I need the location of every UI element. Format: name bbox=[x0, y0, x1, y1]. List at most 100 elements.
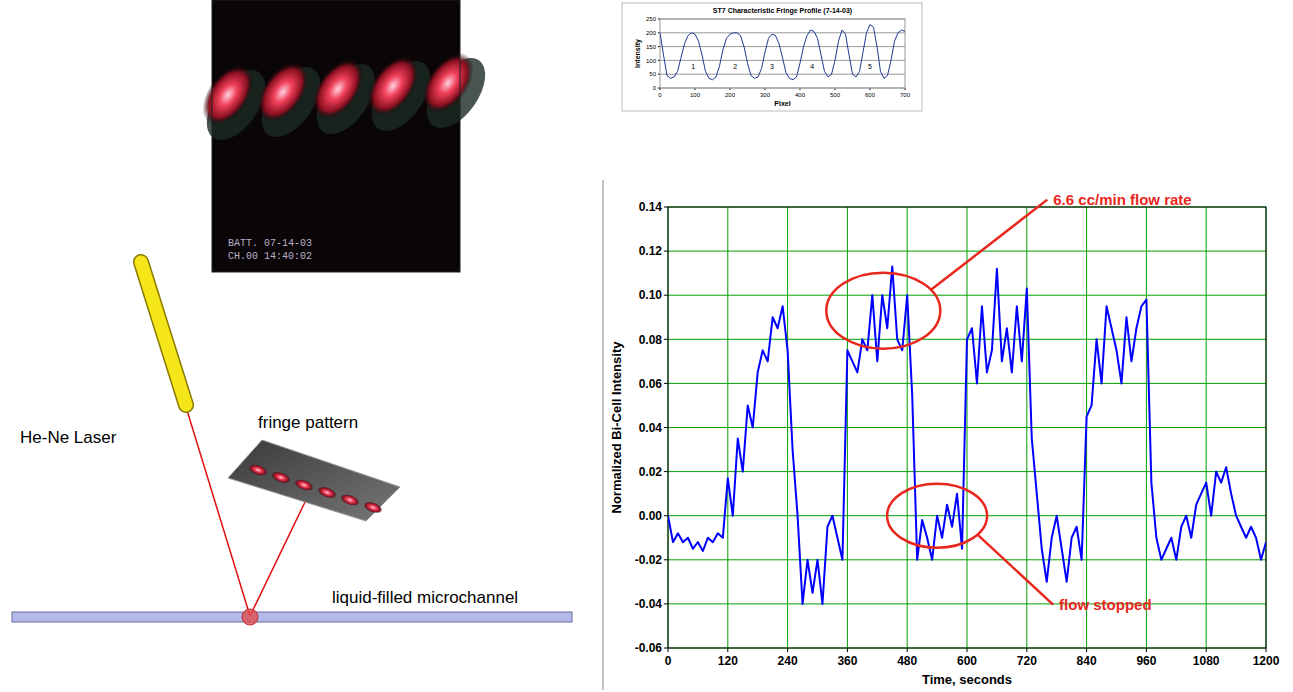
grid-line bbox=[668, 603, 1266, 604]
label: fringe pattern bbox=[258, 413, 358, 432]
tick-label: 960 bbox=[1136, 654, 1156, 668]
axis-title: Normalized Bi-Cell Intensity bbox=[609, 341, 624, 514]
plot-area bbox=[660, 25, 905, 80]
annotation: 1 bbox=[691, 63, 695, 70]
tick bbox=[1206, 648, 1207, 652]
tick-label: 1080 bbox=[1193, 654, 1220, 668]
grid-line bbox=[660, 46, 905, 47]
tick-label: 250 bbox=[646, 16, 657, 22]
annotation: 3 bbox=[770, 63, 774, 70]
grid-line bbox=[668, 251, 1266, 252]
tick-label: 720 bbox=[1017, 654, 1037, 668]
fringe-spot bbox=[247, 53, 319, 132]
fringe-spot bbox=[412, 44, 484, 123]
fringe-card bbox=[228, 440, 400, 521]
tick bbox=[664, 383, 668, 384]
annotation-ellipse bbox=[887, 484, 987, 548]
data-line bbox=[660, 25, 905, 80]
tick-label: 1200 bbox=[1253, 654, 1280, 668]
diagram: BATT. 07-14-03CH.00 14:40:02He-Ne Laserf… bbox=[12, 0, 603, 690]
photo-frame bbox=[212, 0, 460, 272]
tick-label: 300 bbox=[760, 92, 771, 98]
tick-label: 100 bbox=[690, 92, 701, 98]
grid-line bbox=[668, 471, 1266, 472]
tick-label: 0.12 bbox=[639, 244, 663, 258]
photo-stamp: BATT. 07-14-03 bbox=[228, 238, 312, 249]
tick-label: 150 bbox=[646, 44, 657, 50]
spot bbox=[242, 609, 258, 625]
tick bbox=[727, 648, 728, 652]
tick-label: 0.04 bbox=[639, 421, 663, 435]
tick bbox=[664, 515, 668, 516]
tick-label: 480 bbox=[897, 654, 917, 668]
annotation: 6.6 cc/min flow rate bbox=[1053, 191, 1191, 208]
tick-label: 120 bbox=[718, 654, 738, 668]
tick-label: 500 bbox=[830, 92, 841, 98]
fringe-spot bbox=[293, 477, 315, 493]
tick-label: 240 bbox=[778, 654, 798, 668]
annotation: 5 bbox=[868, 63, 872, 70]
grid-line bbox=[660, 74, 905, 75]
tick-label: 840 bbox=[1077, 654, 1097, 668]
plot-area bbox=[668, 267, 1266, 604]
axis-title: Time, seconds bbox=[922, 672, 1012, 687]
annotation: 2 bbox=[733, 63, 737, 70]
tick bbox=[664, 559, 668, 560]
tick bbox=[664, 251, 668, 252]
tick-label: 50 bbox=[649, 71, 656, 77]
tick bbox=[664, 603, 668, 604]
tick-label: 360 bbox=[837, 654, 857, 668]
fringe-spot bbox=[192, 56, 264, 135]
tick-label: 200 bbox=[646, 30, 657, 36]
annotation: flow stopped bbox=[1059, 596, 1152, 613]
tick-label: 0 bbox=[665, 654, 672, 668]
photo bbox=[212, 0, 460, 272]
tick-label: 0 bbox=[653, 85, 657, 91]
label: liquid-filled microchannel bbox=[332, 588, 518, 607]
fringe-spot bbox=[316, 484, 338, 500]
tick bbox=[664, 427, 668, 428]
tick-label: -0.02 bbox=[635, 553, 663, 567]
chart-title: ST7 Characteristic Fringe Profile (7-14-… bbox=[713, 7, 852, 15]
laser-beam bbox=[186, 407, 250, 616]
microchannel bbox=[12, 612, 572, 622]
tick bbox=[664, 295, 668, 296]
chart: 012024036048060072084096010801200-0.06-0… bbox=[609, 191, 1280, 687]
axis-title: Intensity bbox=[634, 39, 642, 68]
divider bbox=[603, 180, 604, 690]
tick bbox=[907, 648, 908, 652]
tick bbox=[787, 648, 788, 652]
grid-line bbox=[660, 60, 905, 61]
tick-label: 600 bbox=[865, 92, 876, 98]
annotation-ellipse bbox=[826, 273, 940, 349]
tick-label: 700 bbox=[900, 92, 911, 98]
tick bbox=[668, 648, 669, 652]
tick-label: 400 bbox=[795, 92, 806, 98]
laser-outline bbox=[141, 262, 186, 405]
reflected-beam bbox=[250, 500, 306, 616]
tick-label: 100 bbox=[646, 58, 657, 64]
tick bbox=[1086, 648, 1087, 652]
fringe-spot bbox=[357, 47, 429, 126]
plot-frame bbox=[660, 19, 905, 88]
tick-label: 0.02 bbox=[639, 465, 663, 479]
tick-label: 0.10 bbox=[639, 288, 663, 302]
fringe-spot bbox=[270, 469, 292, 485]
tick bbox=[1026, 648, 1027, 652]
grid-line bbox=[668, 295, 1266, 296]
grid-line bbox=[668, 427, 1266, 428]
tick-label: 200 bbox=[725, 92, 736, 98]
tick bbox=[664, 648, 668, 649]
fringe-spot bbox=[247, 462, 269, 478]
laser bbox=[141, 262, 186, 405]
tick-label: 0.14 bbox=[639, 200, 663, 214]
fringe-spot bbox=[362, 499, 384, 515]
tick bbox=[1146, 648, 1147, 652]
tick-label: 0.06 bbox=[639, 377, 663, 391]
tick-label: 0.00 bbox=[639, 509, 663, 523]
photo-stamp: CH.00 14:40:02 bbox=[228, 251, 312, 262]
leader-line bbox=[931, 200, 1047, 290]
grid-line bbox=[660, 32, 905, 33]
fringe-spot bbox=[302, 50, 374, 129]
tick bbox=[664, 207, 668, 208]
